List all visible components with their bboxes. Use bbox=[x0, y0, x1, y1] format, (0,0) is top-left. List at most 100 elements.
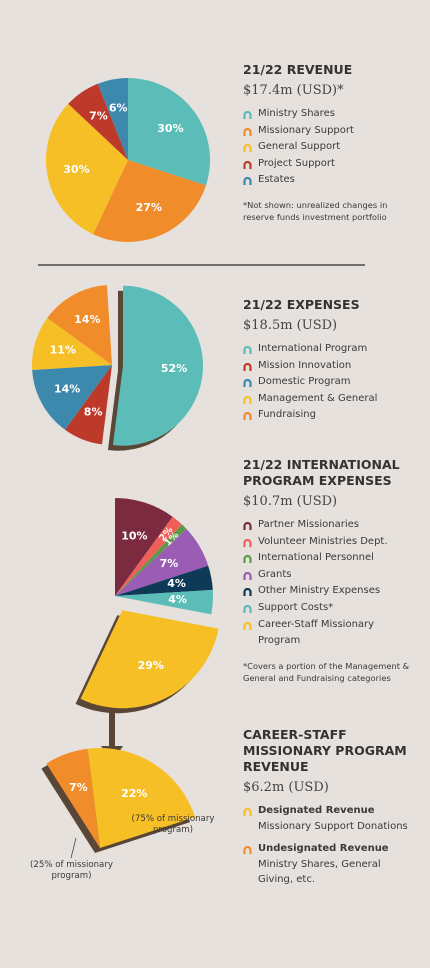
slice-label: 27% bbox=[136, 201, 162, 214]
legend-label: Fundraising bbox=[258, 409, 316, 421]
legend-marker bbox=[243, 621, 252, 630]
legend-label: Support Costs* bbox=[258, 601, 334, 613]
legend-item: Mission Innovation bbox=[243, 358, 415, 375]
slice bbox=[115, 524, 187, 596]
slice bbox=[32, 317, 113, 371]
chart-text: CAREER-STAFF MISSIONARY PROGRAM REVENUE $… bbox=[243, 727, 415, 895]
legend-marker bbox=[243, 571, 252, 580]
legend-item: Management & General bbox=[243, 391, 415, 408]
slice bbox=[97, 78, 128, 160]
legend-label: Domestic Program bbox=[258, 376, 351, 388]
pie bbox=[45, 78, 210, 242]
legend-item: Estates bbox=[243, 172, 415, 189]
legend-label: Management & General bbox=[258, 392, 378, 404]
legend-item: Project Support bbox=[243, 156, 415, 173]
slice bbox=[115, 498, 173, 596]
legend-marker bbox=[243, 555, 252, 564]
legend-marker bbox=[243, 604, 252, 613]
legend-marker bbox=[243, 111, 252, 119]
legend-marker bbox=[243, 395, 252, 404]
chart-text: 21/22 REVENUE $17.4m (USD)* Ministry Share… bbox=[243, 62, 415, 223]
chart-title: CAREER-STAFF MISSIONARY PROGRAM REVENUE bbox=[243, 727, 407, 774]
slice bbox=[47, 285, 112, 365]
chart-title: 21/22 EXPENSES bbox=[243, 297, 360, 312]
legend-label: Ministry Shares bbox=[258, 108, 335, 119]
chart-subtitle: $10.7m (USD) bbox=[243, 494, 338, 509]
slice bbox=[115, 589, 213, 615]
legend-label: Mission Innovation bbox=[258, 359, 352, 371]
legend-marker bbox=[243, 127, 252, 136]
slice-label: 22% bbox=[121, 787, 147, 800]
slice-label: 7% bbox=[69, 781, 88, 794]
legend-item: Designated Revenue Missionary Support Don… bbox=[243, 803, 415, 834]
legend-label: Designated Revenue bbox=[258, 805, 375, 816]
annotation: (75% of missionary program) bbox=[131, 814, 215, 835]
legend-marker bbox=[243, 346, 252, 354]
legend-label: Volunteer Ministries Dept. bbox=[258, 535, 388, 547]
legend-marker bbox=[243, 522, 252, 530]
slice-label: 14% bbox=[74, 313, 100, 326]
legend-item: Grants bbox=[243, 567, 415, 584]
slice-label: 29% bbox=[138, 659, 164, 672]
legend-marker bbox=[243, 362, 252, 371]
slice bbox=[32, 365, 112, 430]
slice bbox=[93, 160, 206, 242]
legend-item: Other Ministry Expenses bbox=[243, 583, 415, 600]
legend-item: Career-Staff Missionary Program bbox=[243, 617, 415, 650]
legend-item: Ministry Shares bbox=[243, 106, 415, 123]
legend-label: Missionary Support bbox=[258, 124, 354, 136]
legend-label: General Support bbox=[258, 141, 341, 153]
legend-item: International Program bbox=[243, 341, 415, 358]
annotation: (25% of missionary program) bbox=[30, 860, 113, 881]
slice bbox=[68, 83, 128, 160]
pie bbox=[32, 285, 203, 451]
slice-label: 7% bbox=[89, 110, 108, 123]
legend-item: General Support bbox=[243, 139, 415, 156]
chart-text: 21/22 INTERNATIONAL PROGRAM EXPENSES $10.… bbox=[243, 457, 415, 684]
legend-label: Undesignated Revenue bbox=[258, 843, 389, 854]
slice-label: 4% bbox=[168, 593, 187, 606]
legend-description: Ministry Shares, General Giving, etc. bbox=[258, 858, 381, 886]
chart-text: 21/22 EXPENSES $18.5m (USD) International … bbox=[243, 297, 415, 424]
annotation-line bbox=[70, 837, 77, 859]
pie bbox=[75, 498, 219, 714]
legend-label: Estates bbox=[258, 174, 295, 186]
legend-item: Fundraising bbox=[243, 407, 415, 424]
legend-item: International Personnel bbox=[243, 550, 415, 567]
slice bbox=[128, 78, 210, 186]
legend-marker bbox=[243, 412, 252, 421]
chart-subtitle: $17.4m (USD)* bbox=[243, 83, 344, 98]
slice-label: 4% bbox=[167, 577, 186, 590]
chart-title: 21/22 REVENUE bbox=[243, 62, 353, 77]
slice bbox=[115, 528, 209, 596]
legend-marker bbox=[243, 538, 252, 547]
legend-item: Support Costs* bbox=[243, 600, 415, 617]
slice bbox=[87, 748, 196, 848]
legend-label: International Personnel bbox=[258, 552, 374, 564]
legend-marker bbox=[243, 144, 252, 153]
slice-label: 14% bbox=[54, 383, 80, 396]
slice-label: 6% bbox=[109, 101, 128, 114]
legend-marker bbox=[243, 379, 252, 388]
slice bbox=[80, 610, 219, 709]
legend-item: Volunteer Ministries Dept. bbox=[243, 534, 415, 551]
slice-label: 11% bbox=[50, 344, 76, 357]
slice bbox=[115, 516, 183, 596]
chart-title: 21/22 INTERNATIONAL PROGRAM EXPENSES bbox=[243, 457, 400, 488]
legend-item: Missionary Support bbox=[243, 123, 415, 140]
legend-marker bbox=[243, 808, 252, 816]
slice-label: 52% bbox=[161, 362, 187, 375]
pie bbox=[41, 748, 196, 853]
legend-item: Partner Missionaries bbox=[243, 517, 415, 534]
slice-label: 30% bbox=[63, 163, 89, 176]
legend-description: Missionary Support Donations bbox=[258, 820, 408, 832]
legend-label: Grants bbox=[258, 568, 292, 580]
slice bbox=[64, 365, 112, 445]
slice-label: 30% bbox=[157, 122, 183, 135]
legend-label: Project Support bbox=[258, 157, 335, 169]
slice bbox=[45, 103, 128, 235]
chart-subtitle: $18.5m (USD) bbox=[243, 318, 338, 333]
slice-label: 10% bbox=[121, 529, 147, 542]
